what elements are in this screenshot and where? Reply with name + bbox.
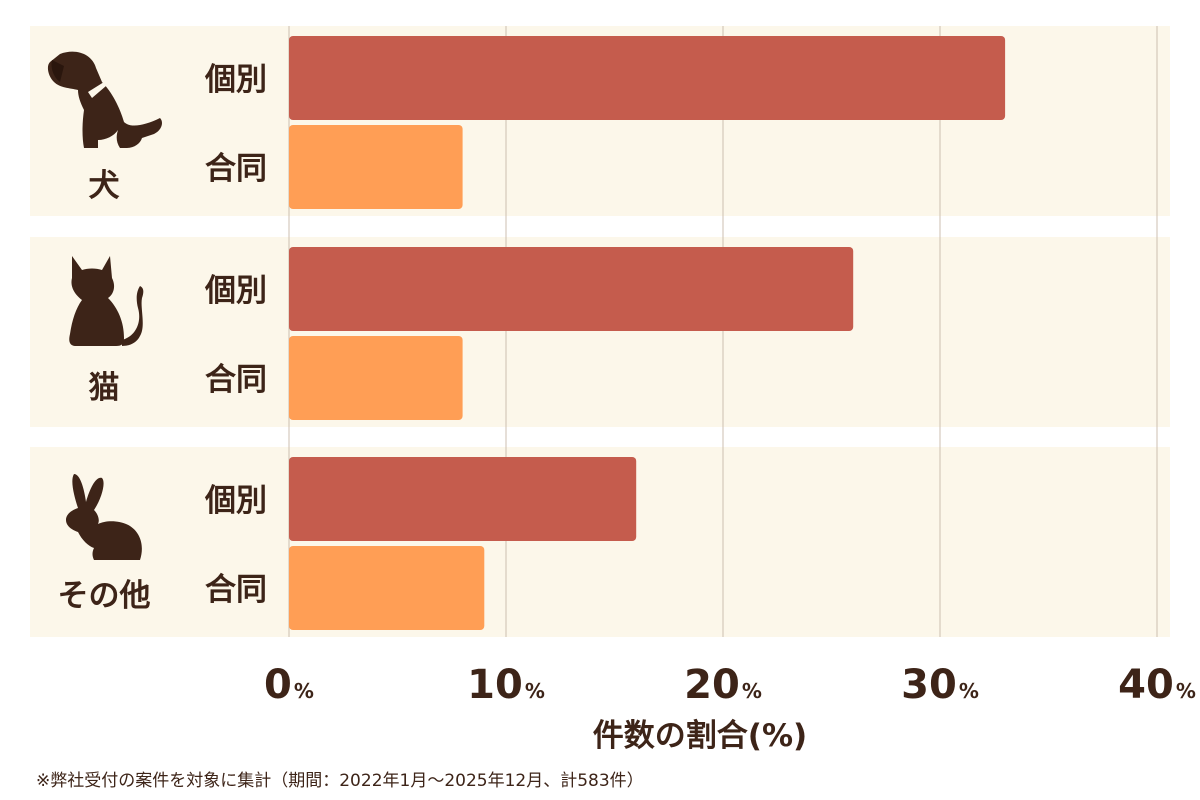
x-tick-label: 30% [901, 662, 979, 708]
dog-icon [47, 51, 163, 149]
series-label: 個別 [204, 62, 267, 98]
bar [289, 36, 1006, 120]
x-tick-label: 0% [264, 662, 314, 708]
cat-icon [69, 256, 144, 346]
series-label: 合同 [205, 151, 267, 187]
series-label: 個別 [204, 273, 267, 309]
x-axis-label: 件数の割合(%) [593, 718, 807, 754]
x-tick-label: 10% [467, 662, 545, 708]
bar [289, 336, 463, 420]
x-tick-label: 20% [684, 662, 762, 708]
series-label: 個別 [204, 483, 267, 519]
bar [289, 247, 854, 331]
series-label: 合同 [205, 362, 267, 398]
bar [289, 125, 463, 209]
bar [289, 546, 485, 630]
rabbit-icon [66, 474, 142, 560]
x-tick-label: 40% [1118, 662, 1196, 708]
group-label: 猫 [89, 370, 120, 406]
group-label: 犬 [89, 168, 120, 204]
group-label: その他 [58, 578, 151, 614]
series-label: 合同 [205, 572, 267, 608]
footnote: ※弊社受付の案件を対象に集計（期間：2022年1月〜2025年12月、計583件… [36, 771, 644, 791]
bar [289, 457, 637, 541]
